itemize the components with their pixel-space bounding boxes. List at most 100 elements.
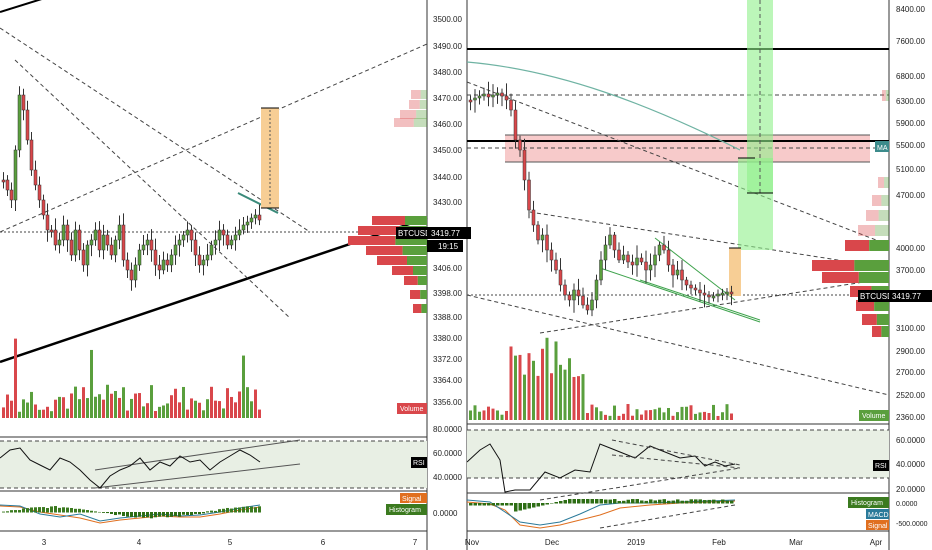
left-volume-bar bbox=[78, 399, 81, 418]
left-volume-bar bbox=[30, 391, 33, 418]
left-profile-bar-sell bbox=[410, 290, 421, 299]
left-candle bbox=[125, 259, 130, 271]
left-histogram-bar bbox=[94, 511, 97, 513]
right-histogram-bar bbox=[469, 503, 473, 506]
left-time-tick: 3 bbox=[42, 538, 47, 547]
left-candle bbox=[173, 244, 178, 256]
right-volume-bar bbox=[518, 354, 522, 420]
right-candle bbox=[648, 264, 653, 271]
left-volume-bar bbox=[74, 386, 77, 418]
right-volume-bar bbox=[712, 404, 715, 420]
right-time-tick: Nov bbox=[465, 538, 479, 547]
left-candle bbox=[65, 224, 70, 241]
left-histogram-bar bbox=[58, 507, 61, 513]
right-candle bbox=[468, 99, 473, 103]
left-volume-bar bbox=[70, 393, 73, 418]
right-histogram-bar bbox=[509, 503, 513, 506]
right-candle bbox=[698, 289, 702, 294]
right-profile-bar-sell bbox=[878, 177, 885, 188]
left-candle bbox=[149, 239, 154, 251]
right-histogram-bar bbox=[559, 501, 563, 504]
left-macd-tags: Signal Histogram bbox=[386, 493, 427, 515]
right-time-tick: Dec bbox=[545, 538, 559, 547]
right-histogram-bar bbox=[730, 500, 734, 504]
right-histogram-bar bbox=[608, 499, 612, 504]
left-candle bbox=[237, 229, 242, 236]
right-profile-bar-buy bbox=[854, 260, 889, 271]
left-profile-bar-buy bbox=[395, 236, 427, 245]
left-volume-bar bbox=[6, 394, 9, 418]
right-histogram-bar bbox=[676, 499, 680, 504]
right-candle bbox=[590, 299, 594, 311]
left-histogram-bar bbox=[182, 512, 185, 515]
right-profile-bar-buy bbox=[881, 195, 889, 206]
right-candle bbox=[689, 284, 693, 289]
left-volume-bar bbox=[94, 396, 97, 418]
right-profile-bar-buy bbox=[885, 90, 889, 101]
left-candle bbox=[129, 269, 134, 281]
left-rsi-tag: RSI bbox=[411, 457, 427, 468]
left-volume-bar bbox=[98, 394, 101, 418]
right-histogram-bar bbox=[581, 499, 585, 504]
right-histogram-bar bbox=[599, 499, 603, 504]
left-volume-bar bbox=[134, 393, 137, 418]
right-histogram-label: Histogram bbox=[851, 500, 883, 507]
right-volume-bar bbox=[541, 348, 544, 420]
left-candle bbox=[29, 139, 34, 171]
left-volume-bar bbox=[234, 402, 237, 418]
right-volume-bar bbox=[626, 404, 630, 420]
left-candle bbox=[25, 109, 30, 141]
right-candle bbox=[680, 269, 684, 281]
right-histogram-bar bbox=[527, 503, 531, 509]
right-rsi-label: RSI bbox=[875, 463, 887, 470]
right-volume-tag: Volume bbox=[859, 410, 889, 421]
right-candle bbox=[477, 95, 482, 99]
right-histogram-bar bbox=[631, 499, 635, 504]
right-candle bbox=[518, 139, 522, 151]
left-histogram-bar bbox=[110, 512, 113, 514]
right-price-tick: 2900.00 bbox=[896, 347, 925, 356]
right-histogram-bar bbox=[716, 500, 720, 504]
right-price-tick: 3700.00 bbox=[896, 266, 925, 275]
right-trend-dashed-3 bbox=[539, 277, 890, 334]
left-histogram-bar bbox=[254, 507, 257, 513]
right-candle bbox=[509, 99, 513, 111]
right-rsi-trend-1 bbox=[611, 439, 741, 466]
right-volume-bar bbox=[725, 404, 729, 420]
left-histogram-bar bbox=[30, 507, 33, 513]
left-price-tick: 3372.00 bbox=[433, 355, 462, 364]
left-candle bbox=[97, 229, 102, 251]
right-candle bbox=[558, 269, 563, 286]
left-volume-bar bbox=[150, 385, 153, 418]
left-profile-bar-buy bbox=[420, 90, 427, 99]
right-price-tick: 6800.00 bbox=[896, 72, 925, 81]
right-volume-bar bbox=[509, 346, 513, 420]
right-candle bbox=[671, 264, 675, 276]
left-macd-histogram bbox=[2, 506, 261, 519]
right-price-tick: 2360.00 bbox=[896, 413, 925, 422]
left-candle bbox=[21, 94, 26, 111]
right-candle bbox=[540, 234, 545, 241]
right-price-tick: 8400.00 bbox=[896, 5, 925, 14]
right-volume-bar bbox=[635, 409, 639, 420]
right-macd-label: MACD bbox=[868, 512, 889, 519]
left-candle bbox=[1, 179, 6, 183]
left-histogram-bar bbox=[26, 508, 29, 513]
left-candle bbox=[181, 234, 186, 241]
left-candle bbox=[165, 259, 170, 266]
left-histogram-bar bbox=[62, 507, 65, 513]
right-histogram-bar bbox=[622, 500, 626, 504]
left-volume-bar bbox=[198, 402, 201, 418]
left-price-tick: 3406.00 bbox=[433, 264, 462, 273]
left-profile-bar-buy bbox=[417, 276, 427, 285]
right-macd-tick: 0.0000 bbox=[896, 501, 918, 508]
left-price-axis: 3500.00 3490.00 3480.00 3470.00 3460.00 3450.… bbox=[433, 15, 462, 407]
right-candle bbox=[612, 234, 617, 251]
right-volume-bar bbox=[653, 409, 657, 420]
left-histogram-bar bbox=[50, 506, 53, 513]
left-price-tick: 3440.00 bbox=[433, 173, 462, 182]
right-candle bbox=[716, 293, 720, 297]
right-volume-bar bbox=[667, 408, 670, 420]
left-profile-bar-sell bbox=[394, 118, 414, 127]
right-volume-bar bbox=[514, 355, 517, 420]
